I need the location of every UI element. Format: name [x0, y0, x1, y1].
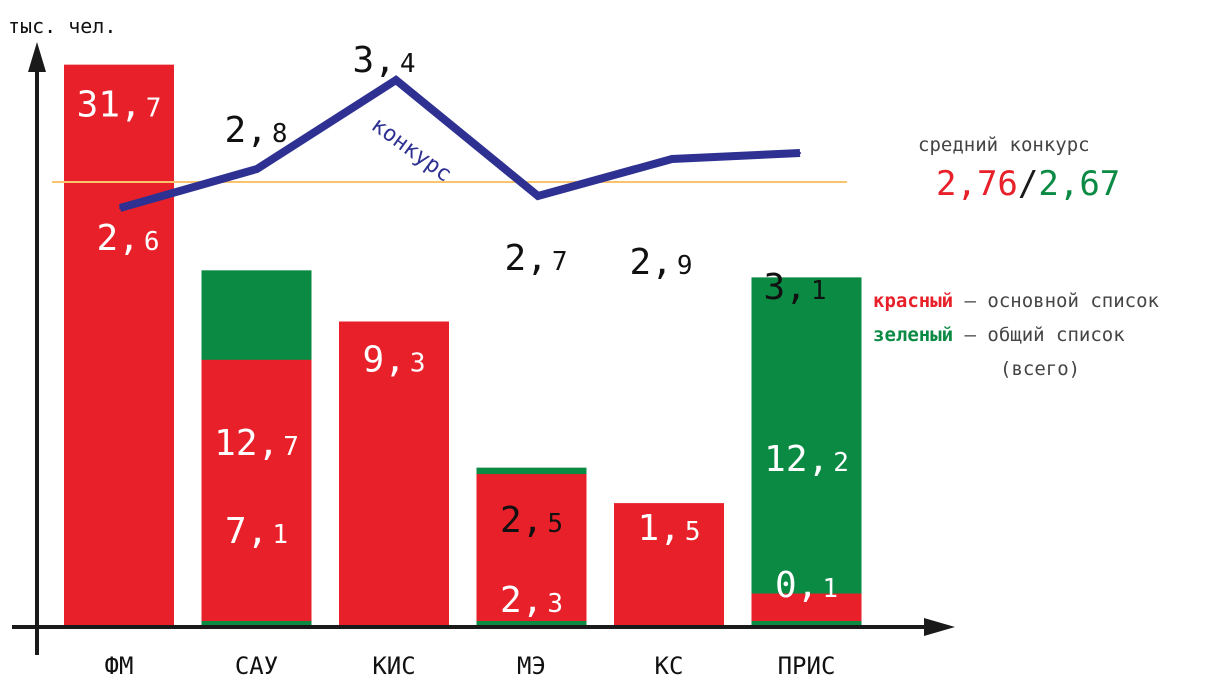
bar-red-3: [476, 474, 587, 621]
bar-value-green-1: 12, 7: [214, 423, 299, 464]
line-layer: конкурс: [118, 75, 801, 212]
x-tick-label-2: КИС: [372, 652, 415, 680]
legend-red-text: – основной список: [953, 290, 1159, 312]
average-separator: /: [1017, 164, 1039, 204]
x-tick-label-1: САУ: [235, 652, 278, 680]
line-value-label-3: 2, 7: [504, 238, 567, 279]
bar-value-red-3: 2, 3: [500, 580, 563, 621]
axes-layer: тыс. чел.: [8, 14, 955, 655]
line-series-label: конкурс: [366, 113, 456, 188]
line-point-3: [537, 195, 539, 197]
legend-red-entry: красный – основной список: [873, 290, 1159, 312]
bars-layer: [64, 64, 862, 626]
bar-red-1: [201, 359, 312, 621]
x-axis-arrow: [924, 618, 955, 636]
y-axis-unit-label: тыс. чел.: [8, 14, 116, 38]
bar-value-red-0: 31, 7: [77, 85, 162, 126]
average-green-value: 2,67: [1038, 164, 1121, 204]
x-tick-label-4: КС: [655, 652, 684, 680]
bar-value-red-1: 7, 1: [225, 511, 288, 552]
bar-value-red-5: 0, 1: [775, 565, 838, 606]
average-title: средний конкурс: [918, 134, 1090, 156]
line-value-label-4: 2, 9: [629, 242, 692, 283]
x-tick-label-3: МЭ: [517, 652, 546, 680]
bar-red-5: [751, 593, 862, 621]
bar-red-4: [614, 503, 724, 625]
bar-red-0: [64, 64, 174, 626]
legend-red-word: красный: [873, 290, 954, 312]
line-value-label-1: 2, 8: [224, 110, 287, 151]
x-tick-label-5: ПРИС: [778, 652, 836, 680]
line-value-label-0: 2, 6: [96, 218, 159, 259]
line-point-0: [119, 207, 121, 209]
line-series-konkurs: [118, 75, 801, 212]
line-value-label-5: 3, 1: [763, 267, 826, 308]
line-point-2: [395, 79, 397, 81]
average-red-value: 2,76: [936, 164, 1018, 204]
labels-layer: ФМ САУ КИС МЭ КС ПРИС 31, 7 7, 1 9, 3 2, 3 1, 5 0, 1 12, 7 2…: [77, 40, 849, 680]
legend-green-continuation: (всего): [1000, 358, 1081, 380]
legend-green-text: – общий список: [953, 324, 1125, 346]
legend-green-word: зеленый: [873, 324, 954, 346]
line-point-4: [671, 158, 673, 160]
y-axis-arrow: [28, 42, 46, 72]
bar-value-red-4: 1, 5: [637, 508, 700, 549]
line-point-5: [799, 152, 801, 154]
bar-green-5: [751, 277, 862, 625]
legend-green-entry: зеленый – общий список: [873, 324, 1125, 346]
average-values: 2,76/2,67: [936, 164, 1120, 204]
line-value-label-2: 3, 4: [352, 40, 415, 81]
bar-value-green-3: 2, 5: [500, 500, 563, 541]
bar-red-2: [339, 321, 449, 625]
x-tick-label-0: ФМ: [105, 652, 134, 680]
line-point-1: [256, 168, 258, 170]
bar-value-green-5: 12, 2: [764, 439, 849, 480]
bar-value-red-2: 9, 3: [362, 339, 425, 380]
